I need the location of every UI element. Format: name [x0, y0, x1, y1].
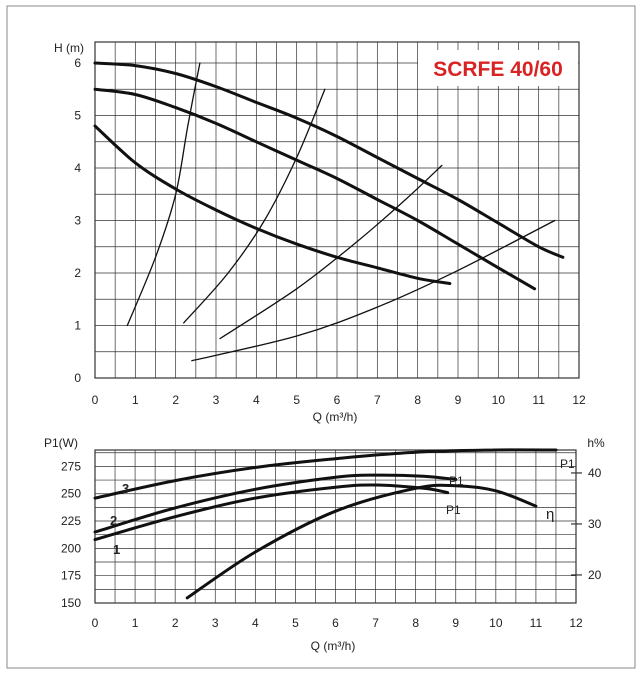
bottom-chart-y2-ticks: 20 30 40: [571, 466, 602, 582]
top-x-tick-label: 5: [293, 393, 300, 407]
bottom-chart-series: [93, 448, 558, 600]
series-label-2: 2: [110, 513, 117, 528]
top-y-tick-label: 5: [74, 109, 81, 123]
chart-title: SCRFE 40/60: [433, 58, 563, 81]
bottom-x-tick-label: 0: [92, 616, 99, 630]
bottom-x-tick-label: 3: [212, 616, 219, 630]
bottom-y2-tick-label: 40: [588, 466, 602, 480]
top-x-axis-label: Q (m³/h): [313, 410, 358, 424]
top-x-tick-label: 6: [334, 393, 341, 407]
bottom-x-tick-label: 12: [569, 616, 583, 630]
bottom-x-tick-label: 11: [530, 616, 543, 630]
pump-curve-3: [93, 124, 452, 285]
top-x-tick-label: 12: [572, 393, 586, 407]
power-curve-3: [93, 448, 558, 500]
system-curve-7: [191, 219, 556, 362]
series-label-eta: η: [546, 506, 554, 523]
top-x-tick-label: 0: [92, 393, 99, 407]
bottom-y-tick-label: 175: [61, 569, 81, 583]
power-curve-2: [93, 473, 458, 534]
system-curve-4: [126, 62, 201, 327]
top-x-tick-label: 3: [213, 393, 220, 407]
annotation-p1-top: P1: [560, 457, 575, 471]
efficiency-curve: [185, 483, 538, 600]
top-y-tick-label: 6: [74, 56, 81, 70]
top-y-tick-label: 4: [74, 161, 81, 175]
top-x-tick-label: 7: [374, 393, 381, 407]
system-curve-6: [219, 164, 443, 340]
chart-frame: [6, 5, 636, 669]
bottom-x-tick-label: 1: [132, 616, 139, 630]
bottom-x-tick-label: 6: [332, 616, 339, 630]
bottom-y-tick-label: 275: [61, 459, 81, 473]
bottom-y-tick-label: 250: [61, 487, 81, 501]
bottom-x-tick-label: 2: [172, 616, 179, 630]
bottom-chart-y-ticks: 150 175 200 225 250 275: [61, 459, 81, 610]
bottom-x-axis-label: Q (m³/h): [311, 639, 356, 653]
bottom-y-tick-label: 150: [61, 596, 81, 610]
top-chart-series: [93, 61, 565, 362]
bottom-chart-x-ticks: 0 1 2 3 4 5 6 7 8 9 10 11 12: [92, 616, 583, 630]
top-x-tick-label: 11: [532, 393, 545, 407]
top-x-tick-label: 1: [132, 393, 139, 407]
system-curve-5: [183, 88, 326, 324]
pump-curve-2: [93, 87, 537, 291]
top-y-tick-label: 0: [74, 371, 81, 385]
top-x-tick-label: 10: [492, 393, 506, 407]
bottom-y2-tick-label: 30: [588, 517, 602, 531]
power-curve-1: [93, 483, 450, 542]
bottom-x-tick-label: 5: [292, 616, 299, 630]
top-y-tick-label: 1: [74, 319, 81, 333]
bottom-y2-tick-label: 20: [588, 568, 602, 582]
top-y-axis-label: H (m): [54, 41, 84, 55]
annotation-p1-middle: P1: [449, 474, 464, 488]
bottom-x-tick-label: 10: [489, 616, 503, 630]
bottom-y2-axis-label: h%: [587, 436, 605, 450]
top-y-tick-label: 3: [74, 214, 81, 228]
top-x-tick-label: 2: [172, 393, 179, 407]
bottom-y-tick-label: 200: [61, 541, 81, 555]
series-label-3: 3: [122, 481, 129, 496]
bottom-x-tick-label: 8: [412, 616, 419, 630]
top-chart-y-ticks: 0 1 2 3 4 5 6: [74, 56, 81, 385]
bottom-x-tick-label: 4: [252, 616, 259, 630]
bottom-y-axis-label: P1(W): [44, 436, 78, 450]
bottom-x-tick-label: 7: [372, 616, 379, 630]
title-box: [418, 50, 578, 86]
top-x-tick-label: 9: [455, 393, 462, 407]
pump-curve-1: [93, 61, 565, 259]
top-y-tick-label: 2: [74, 266, 81, 280]
annotation-p1-bottom: P1: [446, 503, 461, 517]
bottom-y-tick-label: 225: [61, 514, 81, 528]
bottom-x-tick-label: 9: [452, 616, 459, 630]
top-x-tick-label: 8: [414, 393, 421, 407]
series-label-1: 1: [113, 542, 120, 557]
top-chart-x-ticks: 0 1 2 3 4 5 6 7 8 9 10 11 12: [92, 393, 586, 407]
top-x-tick-label: 4: [253, 393, 260, 407]
